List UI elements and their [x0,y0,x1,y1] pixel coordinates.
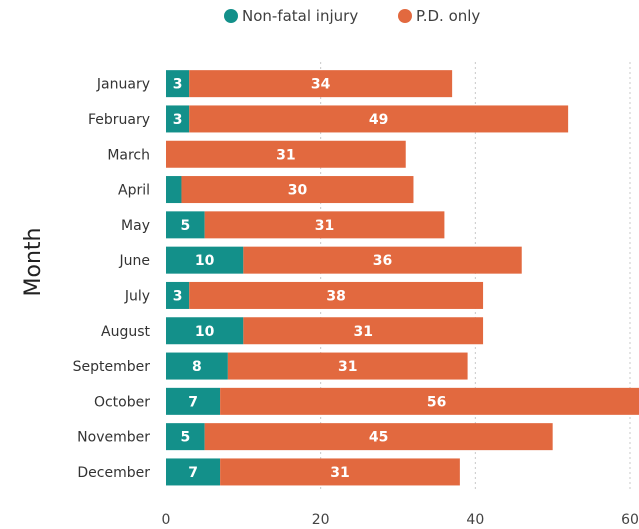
x-tick-label: 60 [621,512,639,528]
data-label-p-d-only-november: 45 [369,430,388,446]
bars: 3 34 3 49 31 30 5 31 10 36 3 38 10 31 8 31 7 56 5 45 7 31 [166,70,639,485]
data-label-p-d-only-january: 34 [311,77,331,93]
data-label-p-d-only-february: 49 [369,112,388,128]
legend: Non-fatal injury P.D. only [224,7,480,25]
x-tick-label: 20 [312,512,330,528]
data-label-p-d-only-october: 56 [427,394,446,410]
x-tick-labels: 0 20 40 60 [162,512,639,528]
data-label-p-d-only-september: 31 [338,359,357,375]
data-label-p-d-only-march: 31 [276,147,295,163]
data-label-p-d-only-april: 30 [288,183,308,199]
data-label-p-d-only-may: 31 [315,218,334,234]
category-label-may: May [121,218,150,234]
data-label-non-fatal-injury-november: 5 [180,430,190,446]
category-label-september: September [73,359,151,375]
legend-marker-pd-only [398,9,412,23]
category-label-november: November [77,430,150,446]
category-label-august: August [101,324,151,340]
data-label-non-fatal-injury-december: 7 [188,465,198,481]
data-label-non-fatal-injury-june: 10 [195,253,215,269]
category-labels: January February March April May June July Augu… [73,77,151,481]
data-label-non-fatal-injury-september: 8 [192,359,202,375]
x-tick-label: 40 [466,512,484,528]
y-axis-title: Month [21,228,46,297]
data-label-non-fatal-injury-october: 7 [188,394,198,410]
legend-label-non-fatal-injury: Non-fatal injury [242,7,358,25]
data-label-non-fatal-injury-august: 10 [195,324,215,340]
legend-marker-non-fatal-injury [224,9,238,23]
x-tick-label: 0 [162,512,171,528]
data-label-non-fatal-injury-may: 5 [180,218,190,234]
category-label-october: October [94,394,150,410]
category-label-june: June [119,253,151,269]
category-label-march: March [107,147,150,163]
data-label-p-d-only-december: 31 [330,465,349,481]
legend-label-pd-only: P.D. only [416,7,480,25]
data-label-non-fatal-injury-february: 3 [173,112,183,128]
data-label-p-d-only-july: 38 [326,288,345,304]
category-label-december: December [77,465,150,481]
data-label-p-d-only-august: 31 [353,324,372,340]
category-label-january: January [96,77,150,93]
data-label-non-fatal-injury-january: 3 [173,77,183,93]
category-label-july: July [124,288,150,304]
bar-non-fatal-injury-april [166,176,181,203]
data-label-non-fatal-injury-july: 3 [173,288,183,304]
category-label-february: February [88,112,150,128]
data-label-p-d-only-june: 36 [373,253,392,269]
category-label-april: April [118,183,150,199]
